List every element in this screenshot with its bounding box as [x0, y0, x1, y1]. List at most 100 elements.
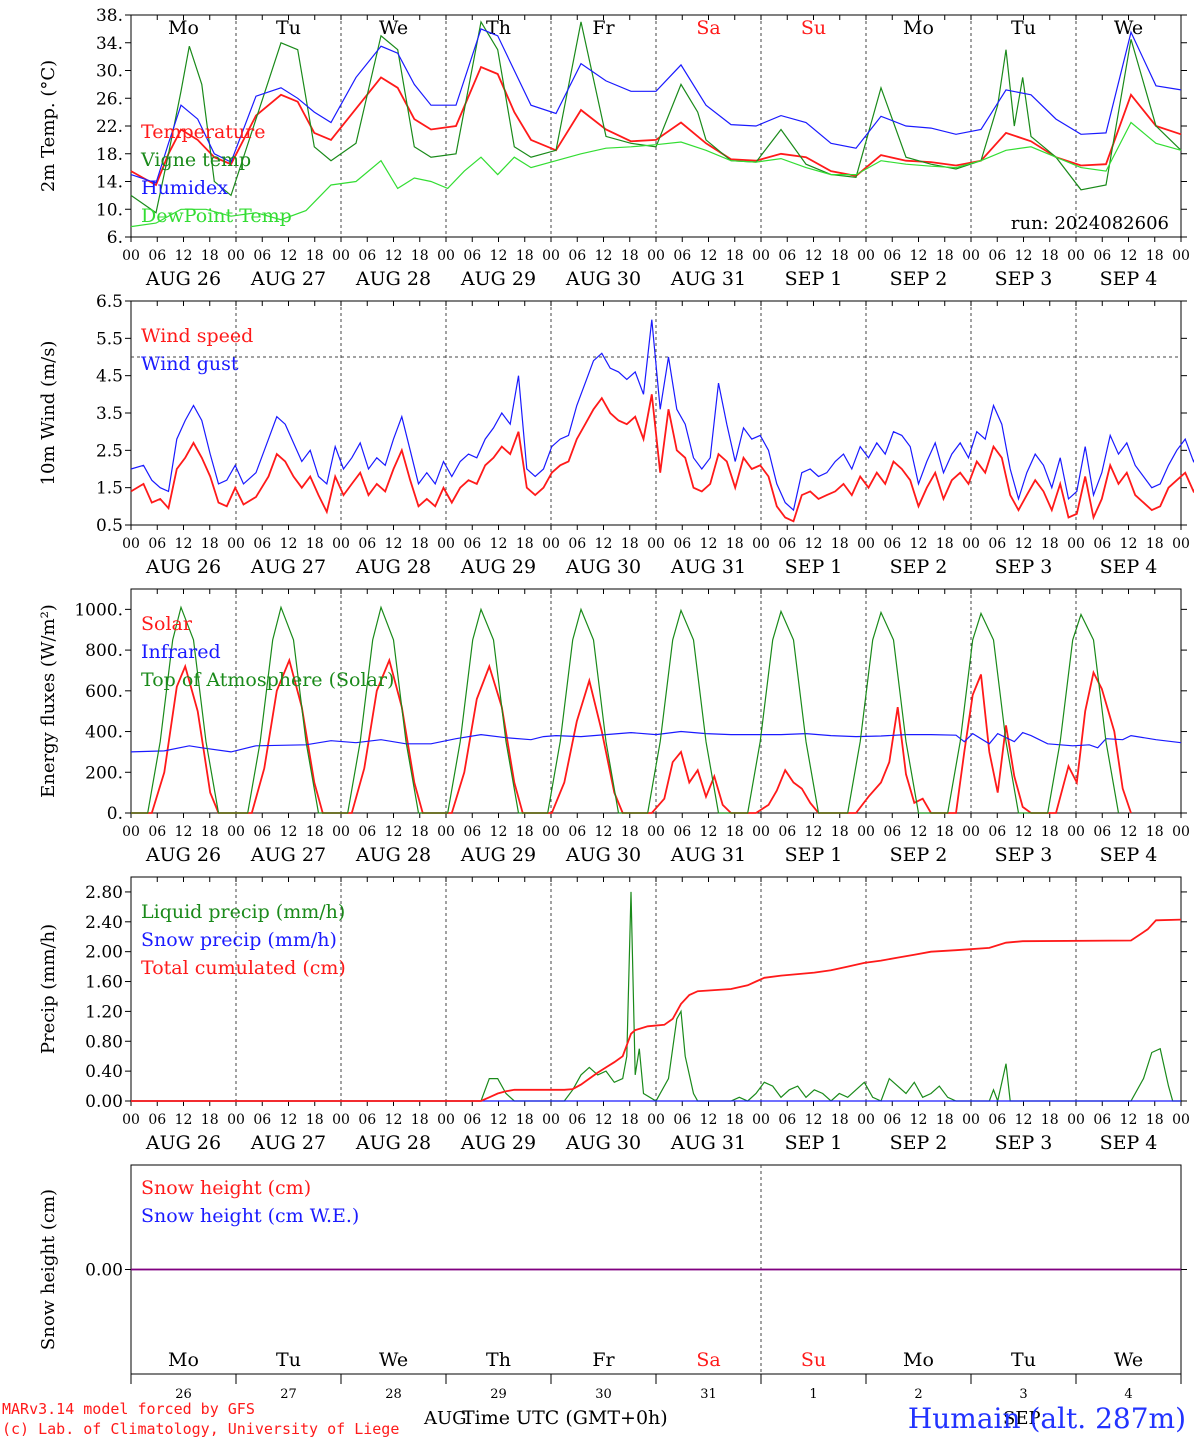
wind-hour-label: 12 [1015, 536, 1033, 552]
flux-series-line [131, 605, 1120, 814]
wind-hour-label: 18 [1146, 536, 1164, 552]
snow-daynum-label: 3 [1019, 1387, 1027, 1402]
precip-hour-label: 18 [1146, 1112, 1164, 1128]
wind-date-label: SEP 1 [785, 556, 843, 578]
flux-hour-label: 06 [358, 824, 376, 840]
temp-ylabel: 2m Temp. (°C) [38, 60, 59, 192]
precip-ytick-label: 2.40 [85, 913, 123, 933]
temp-hour-label: 06 [568, 248, 586, 264]
temp-hour-label: 06 [1093, 248, 1111, 264]
temp-ytick-label: 22. [96, 117, 123, 137]
precip-hour-label: 00 [1067, 1112, 1085, 1128]
precip-series-line [131, 891, 1181, 1104]
flux-legend-entry: Top of Atmosphere (Solar) [141, 669, 394, 691]
wind-hour-label: 18 [201, 536, 219, 552]
flux-hour-label: 18 [621, 824, 639, 840]
temp-hour-label: 12 [910, 248, 928, 264]
precip-date-label: AUG 29 [460, 1132, 536, 1154]
temp-hour-label: 18 [726, 248, 744, 264]
snow-daynum-label: 1 [809, 1387, 817, 1402]
wind-hour-label: 12 [700, 536, 718, 552]
snow-daynum-label: 28 [385, 1387, 402, 1402]
precip-hour-label: 12 [175, 1112, 193, 1128]
precip-hour-label: 06 [568, 1112, 586, 1128]
temp-hour-label: 12 [385, 248, 403, 264]
snow-weekday-label: We [379, 1349, 408, 1371]
wind-hour-label: 18 [831, 536, 849, 552]
flux-legend-entry: Solar [141, 613, 193, 635]
wind-hour-label: 06 [463, 536, 481, 552]
flux-hour-label: 00 [332, 824, 350, 840]
temp-legend-entry: Vigne temp [140, 149, 251, 171]
wind-ytick-label: 6.5 [96, 292, 123, 312]
temp-hour-label: 06 [778, 248, 796, 264]
precip-hour-label: 00 [227, 1112, 245, 1128]
wind-hour-label: 12 [805, 536, 823, 552]
flux-ytick-label: 1000. [74, 600, 123, 620]
precip-hour-label: 00 [437, 1112, 455, 1128]
temp-hour-label: 12 [805, 248, 823, 264]
flux-hour-label: 00 [1067, 824, 1085, 840]
precip-hour-label: 00 [122, 1112, 140, 1128]
flux-hour-label: 18 [201, 824, 219, 840]
precip-hour-label: 12 [700, 1112, 718, 1128]
precip-ytick-label: 2.80 [85, 883, 123, 903]
wind-hour-label: 12 [385, 536, 403, 552]
wind-hour-label: 12 [910, 536, 928, 552]
temp-weekday-label: We [1114, 17, 1143, 39]
snow-panel: 0.00 Snow height (cm) Mo Tu We Th Fr Sa Su Mo Tu We… [38, 1164, 1187, 1402]
temp-date-label: AUG 27 [250, 268, 326, 290]
wind-hour-label: 00 [332, 536, 350, 552]
temp-hour-label: 06 [883, 248, 901, 264]
temp-hour-label: 00 [962, 248, 980, 264]
flux-ytick-label: 200. [85, 763, 123, 783]
flux-hour-label: 06 [883, 824, 901, 840]
temp-hour-label: 18 [516, 248, 534, 264]
wind-date-label: SEP 3 [995, 556, 1053, 578]
temp-date-label: SEP 2 [890, 268, 948, 290]
wind-date-label: AUG 30 [565, 556, 641, 578]
wind-hour-label: 18 [411, 536, 429, 552]
precip-ylabel: Precip (mm/h) [38, 924, 59, 1054]
flux-legend-entry: Infrared [141, 641, 221, 663]
wind-hour-label: 18 [726, 536, 744, 552]
wind-ytick-label: 1.5 [96, 479, 123, 499]
flux-hour-label: 12 [595, 824, 613, 840]
wind-ytick-label: 5.5 [96, 329, 123, 349]
wind-hour-label: 00 [122, 536, 140, 552]
temp-hour-label: 06 [253, 248, 271, 264]
temp-date-label: AUG 30 [565, 268, 641, 290]
temp-date-label: AUG 28 [355, 268, 431, 290]
temp-hour-label: 00 [647, 248, 665, 264]
precip-hour-label: 06 [778, 1112, 796, 1128]
precip-date-label: SEP 2 [890, 1132, 948, 1154]
flux-hour-label: 06 [988, 824, 1006, 840]
temp-ytick-label: 6. [107, 228, 123, 248]
run-annotation: run: 2024082606 [1011, 213, 1169, 234]
month-label-left: AUG [423, 1408, 467, 1429]
flux-hour-label: 00 [1172, 824, 1190, 840]
flux-hour-label: 06 [673, 824, 691, 840]
flux-hour-label: 18 [831, 824, 849, 840]
temp-hour-label: 12 [175, 248, 193, 264]
flux-panel: 0. 200. 400. 600. 800. 1000. Energy fluxes (W/… [38, 588, 1190, 866]
temp-date-label: AUG 31 [670, 268, 746, 290]
snow-daynum-label: 2 [914, 1387, 922, 1402]
precip-hour-label: 12 [1015, 1112, 1033, 1128]
flux-date-label: AUG 27 [250, 844, 326, 866]
precip-hour-label: 18 [516, 1112, 534, 1128]
wind-legend-entry: Wind gust [141, 353, 239, 375]
temp-date-label: SEP 4 [1100, 268, 1158, 290]
wind-hour-label: 00 [227, 536, 245, 552]
flux-hour-label: 12 [700, 824, 718, 840]
wind-hour-label: 00 [1067, 536, 1085, 552]
precip-hour-label: 06 [988, 1112, 1006, 1128]
temp-weekday-label: Tu [1011, 17, 1036, 39]
snow-weekday-label: Fr [592, 1349, 615, 1371]
wind-hour-label: 18 [621, 536, 639, 552]
snow-daynum-label: 31 [700, 1387, 717, 1402]
temp-ytick-label: 30. [96, 62, 123, 82]
temp-series-line [130, 28, 1182, 184]
wind-hour-label: 06 [358, 536, 376, 552]
